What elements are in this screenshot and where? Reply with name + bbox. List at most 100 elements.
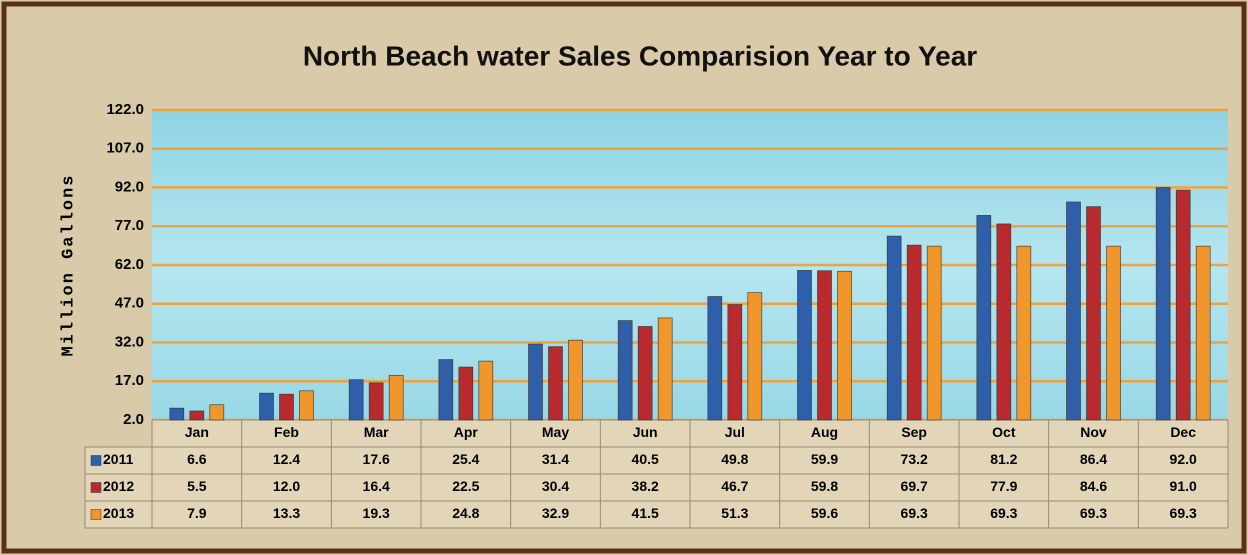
table-value: 84.6	[1080, 478, 1107, 494]
table-value: 51.3	[721, 505, 748, 521]
table-value: 69.7	[901, 478, 928, 494]
y-tick-label: 62.0	[115, 256, 144, 273]
bar	[727, 304, 743, 421]
bar	[568, 339, 583, 421]
table-value: 59.6	[811, 505, 838, 521]
x-tick-label: Oct	[992, 424, 1016, 440]
table-value: 91.0	[1170, 478, 1197, 494]
bar	[478, 360, 494, 421]
bar	[189, 410, 205, 421]
bar	[1106, 245, 1121, 421]
table-value: 19.3	[363, 505, 390, 521]
table-value: 41.5	[632, 505, 659, 521]
x-tick-label: Nov	[1080, 424, 1107, 440]
table-value: 69.3	[901, 505, 928, 521]
table-value: 12.0	[273, 478, 300, 494]
bar	[279, 393, 294, 421]
bar	[299, 390, 314, 421]
bar	[906, 244, 922, 421]
bar	[817, 270, 832, 421]
y-tick-label: 32.0	[115, 333, 144, 350]
table-value: 5.5	[187, 478, 207, 494]
x-tick-label: Apr	[454, 424, 479, 440]
bar	[637, 326, 653, 421]
bar	[388, 375, 404, 421]
bar	[1155, 187, 1171, 421]
table-value: 17.6	[363, 451, 390, 467]
legend-swatch	[90, 482, 102, 493]
legend-label: 2011	[103, 451, 134, 467]
bar	[548, 346, 563, 421]
bar	[617, 320, 633, 421]
y-tick-label: 122.0	[106, 101, 144, 118]
bar	[747, 292, 763, 421]
table-value: 59.9	[811, 451, 838, 467]
bar	[259, 392, 274, 421]
y-tick-label: 107.0	[106, 140, 144, 157]
legend-swatch	[90, 455, 102, 466]
table-value: 7.9	[187, 505, 207, 521]
table-value: 46.7	[721, 478, 748, 494]
bar	[458, 366, 474, 421]
table-value: 38.2	[632, 478, 659, 494]
bar	[837, 270, 852, 421]
y-axis-title: Million Gallons	[59, 173, 78, 356]
table-value: 69.3	[1170, 505, 1197, 521]
x-tick-label: Sep	[901, 424, 927, 440]
bar	[438, 359, 454, 421]
bar	[209, 404, 225, 421]
y-tick-label: 47.0	[115, 295, 144, 312]
x-tick-label: Mar	[364, 424, 389, 440]
y-tick-label: 17.0	[115, 372, 144, 389]
legend-label: 2013	[103, 505, 134, 521]
y-tick-label: 92.0	[115, 178, 144, 195]
bar	[1016, 245, 1032, 421]
table-value: 69.3	[990, 505, 1017, 521]
bar	[926, 245, 942, 421]
table-value: 77.9	[990, 478, 1017, 494]
bar	[368, 382, 384, 421]
table-value: 22.5	[452, 478, 479, 494]
table-value: 86.4	[1080, 451, 1107, 467]
x-tick-label: May	[542, 424, 569, 440]
legend-swatch	[90, 509, 102, 520]
x-tick-label: Jan	[185, 424, 209, 440]
table-value: 73.2	[901, 451, 928, 467]
table-value: 49.8	[721, 451, 748, 467]
bar	[1066, 201, 1081, 421]
x-tick-label: Feb	[274, 424, 299, 440]
table-value: 32.9	[542, 505, 569, 521]
table-value: 92.0	[1170, 451, 1197, 467]
bar	[348, 379, 364, 421]
x-tick-label: Dec	[1170, 424, 1196, 440]
table-value: 31.4	[542, 451, 569, 467]
bar	[528, 343, 543, 421]
bar	[886, 235, 902, 421]
table-value: 6.6	[187, 451, 207, 467]
bar	[657, 317, 673, 421]
x-tick-label: Aug	[811, 424, 838, 440]
x-tick-label: Jul	[725, 424, 745, 440]
table-value: 59.8	[811, 478, 838, 494]
table-value: 16.4	[363, 478, 390, 494]
bar	[996, 223, 1012, 421]
table-value: 25.4	[452, 451, 479, 467]
x-tick-label: Jun	[633, 424, 658, 440]
table-value: 69.3	[1080, 505, 1107, 521]
bar	[1086, 206, 1101, 421]
y-tick-label: 2.0	[123, 411, 144, 428]
bar	[169, 407, 185, 421]
table-value: 24.8	[452, 505, 479, 521]
table-value: 40.5	[632, 451, 659, 467]
bar	[1195, 245, 1211, 421]
y-tick-label: 77.0	[115, 217, 144, 234]
table-value: 81.2	[990, 451, 1017, 467]
bar	[976, 215, 992, 421]
legend-label: 2012	[103, 478, 134, 494]
bar	[797, 270, 812, 421]
table-value: 30.4	[542, 478, 569, 494]
chart-title: North Beach water Sales Comparision Year…	[303, 40, 977, 71]
table-value: 13.3	[273, 505, 300, 521]
